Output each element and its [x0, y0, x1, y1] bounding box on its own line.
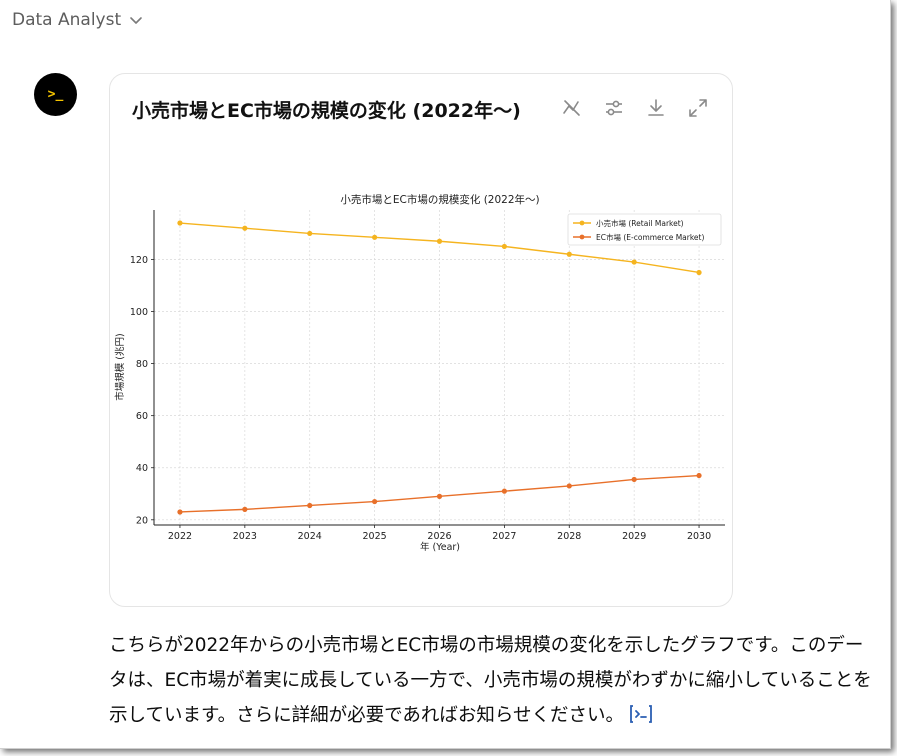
data-point — [307, 502, 313, 509]
gpt-name: Data Analyst — [12, 10, 122, 30]
data-point — [307, 230, 313, 237]
data-point — [177, 509, 183, 515]
x-tick-label: 2029 — [622, 531, 646, 542]
data-point — [631, 259, 637, 265]
y-tick-label: 120 — [130, 255, 148, 266]
chart-card: 小売市場とEC市場の規模の変化 (2022年〜) 小売市場とEC市場の規模変化 … — [109, 73, 733, 607]
y-tick-label: 100 — [130, 307, 148, 318]
data-point — [242, 506, 248, 512]
chevron-down-icon — [130, 17, 142, 24]
data-point — [436, 493, 443, 499]
data-point — [501, 488, 507, 494]
toggle-interactive-icon[interactable] — [560, 96, 584, 120]
assistant-message: こちらが2022年からの小売市場とEC市場の市場規模の変化を示したグラフです。こ… — [109, 628, 879, 737]
x-tick-label: 2027 — [492, 531, 516, 542]
code-interpreter-icon[interactable] — [628, 702, 654, 737]
x-tick-label: 2023 — [233, 531, 257, 542]
data-point — [501, 243, 507, 250]
y-axis-label: 市場規模 (兆円) — [114, 333, 126, 400]
y-tick-label: 80 — [136, 359, 148, 370]
legend-box — [567, 213, 722, 246]
terminal-icon: >_ — [47, 87, 64, 102]
x-tick-label: 2025 — [363, 531, 387, 542]
settings-sliders-icon[interactable] — [602, 96, 626, 120]
x-tick-label: 2022 — [168, 531, 192, 542]
gpt-selector[interactable]: Data Analyst — [12, 10, 143, 30]
x-tick-label: 2030 — [687, 531, 711, 542]
y-tick-label: 20 — [136, 515, 148, 526]
y-tick-label: 40 — [136, 463, 148, 474]
data-point — [177, 220, 183, 226]
x-axis-label: 年 (Year) — [420, 541, 460, 553]
legend-label: EC市場 (E-commerce Market) — [596, 232, 704, 242]
line-chart: 小売市場とEC市場の規模変化 (2022年〜) 2022 2023 2024 2025… — [114, 193, 725, 553]
data-point — [566, 251, 572, 257]
x-tick-label: 2026 — [427, 531, 451, 542]
expand-icon[interactable] — [686, 96, 710, 120]
y-tick-label: 60 — [136, 411, 148, 422]
download-icon[interactable] — [644, 96, 668, 120]
chart-container: 小売市場とEC市場の規模変化 (2022年〜) 2022 2023 2024 2025… — [110, 182, 730, 586]
x-tick-label: 2028 — [557, 531, 581, 542]
chart-card-title: 小売市場とEC市場の規模の変化 (2022年〜) — [132, 100, 521, 122]
legend-label: 小売市場 (Retail Market) — [596, 218, 684, 228]
legend-marker — [579, 234, 585, 240]
chart-title: 小売市場とEC市場の規模変化 (2022年〜) — [340, 193, 539, 206]
chart-legend: 小売市場 (Retail Market) EC市場 (E-commerce Mar… — [567, 213, 722, 246]
data-point — [696, 269, 702, 276]
data-point — [566, 483, 572, 489]
data-point — [242, 225, 248, 231]
assistant-avatar: >_ — [34, 73, 77, 116]
assistant-message-text: こちらが2022年からの小売市場とEC市場の市場規模の変化を示したグラフです。こ… — [109, 635, 872, 726]
data-point — [436, 238, 443, 244]
chart-toolbar — [560, 96, 710, 120]
data-point — [631, 476, 637, 483]
data-point — [372, 498, 378, 505]
data-point — [696, 472, 702, 479]
x-tick-label: 2024 — [298, 531, 322, 542]
data-point — [372, 234, 378, 240]
legend-marker — [579, 220, 585, 226]
